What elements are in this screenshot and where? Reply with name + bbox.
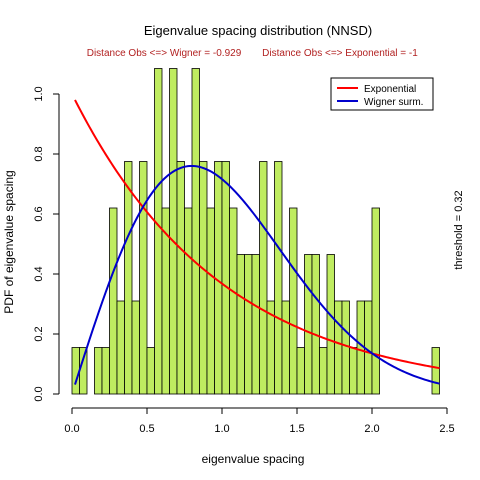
y-axis-ticks: 0.0 0.2 0.4 0.6 0.8 1.0 (33, 86, 59, 402)
histogram-bar (176, 161, 185, 395)
x-tick-label: 2.0 (364, 423, 379, 435)
x-tick-label: 0.0 (64, 423, 79, 435)
y-tick-label: 0.2 (33, 326, 45, 341)
histogram-bar (79, 347, 88, 395)
histogram-bar (334, 300, 343, 395)
threshold-label: threshold = 0.32 (453, 190, 465, 269)
histogram-bar (236, 254, 245, 395)
histogram-bars (71, 68, 440, 395)
x-tick-label: 0.5 (139, 423, 154, 435)
histogram-bar (319, 347, 328, 395)
histogram-bar (124, 161, 133, 395)
histogram-bar (154, 68, 163, 395)
histogram-bar (304, 254, 313, 395)
y-axis-title: PDF of eigenvalue spacing (2, 170, 16, 313)
y-tick-label: 0.4 (33, 266, 45, 281)
x-axis-ticks: 0.0 0.5 1.0 1.5 2.0 2.5 (64, 408, 455, 435)
histogram-bar (326, 254, 335, 395)
density-curves (74, 99, 440, 385)
y-tick-label: 0.6 (33, 206, 45, 221)
histogram-bar (131, 300, 140, 395)
histogram-bar (431, 347, 440, 395)
histogram-bar (94, 347, 103, 395)
legend-label-wigner: Wigner surm. (364, 97, 423, 108)
histogram-bar (371, 207, 380, 395)
y-tick-label: 0.0 (33, 386, 45, 401)
histogram-bar (259, 161, 268, 395)
histogram-bar (146, 347, 155, 395)
x-tick-label: 1.5 (289, 423, 304, 435)
histogram-bar (221, 161, 230, 395)
histogram-bar (274, 161, 283, 395)
chart-subtitle-exponential: Distance Obs <=> Exponential = -1 (262, 48, 418, 59)
histogram-bar (229, 207, 238, 395)
histogram-bar (206, 207, 215, 395)
chart-subtitle-wigner: Distance Obs <=> Wigner = -0.929 (87, 48, 242, 59)
axes (58, 94, 447, 409)
histogram-bar (199, 161, 208, 395)
histogram-bar (311, 254, 320, 395)
x-axis-title: eigenvalue spacing (202, 452, 305, 466)
legend: Exponential Wigner surm. (330, 77, 434, 111)
legend-box (330, 77, 434, 111)
histogram-bar (116, 300, 125, 395)
histogram-bar (251, 254, 260, 395)
x-tick-label: 1.0 (214, 423, 229, 435)
histogram-bar (281, 300, 290, 395)
histogram-bar (139, 161, 148, 395)
histogram-bar (191, 68, 200, 395)
y-tick-label: 1.0 (33, 86, 45, 101)
histogram-bar (109, 207, 118, 395)
histogram-bar (289, 207, 298, 395)
series-line-wigner-surm (74, 164, 440, 385)
histogram-bar (101, 347, 110, 395)
series-line-exponential (74, 99, 440, 370)
chart-title: Eigenvalue spacing distribution (NNSD) (144, 23, 372, 38)
x-tick-label: 2.5 (439, 423, 454, 435)
histogram-bar (169, 68, 178, 395)
y-tick-label: 0.8 (33, 146, 45, 161)
histogram-bar (244, 254, 253, 395)
histogram-bar (349, 347, 358, 395)
histogram-bar (296, 347, 305, 395)
histogram-bar (184, 207, 193, 395)
legend-label-exponential: Exponential (364, 84, 416, 95)
